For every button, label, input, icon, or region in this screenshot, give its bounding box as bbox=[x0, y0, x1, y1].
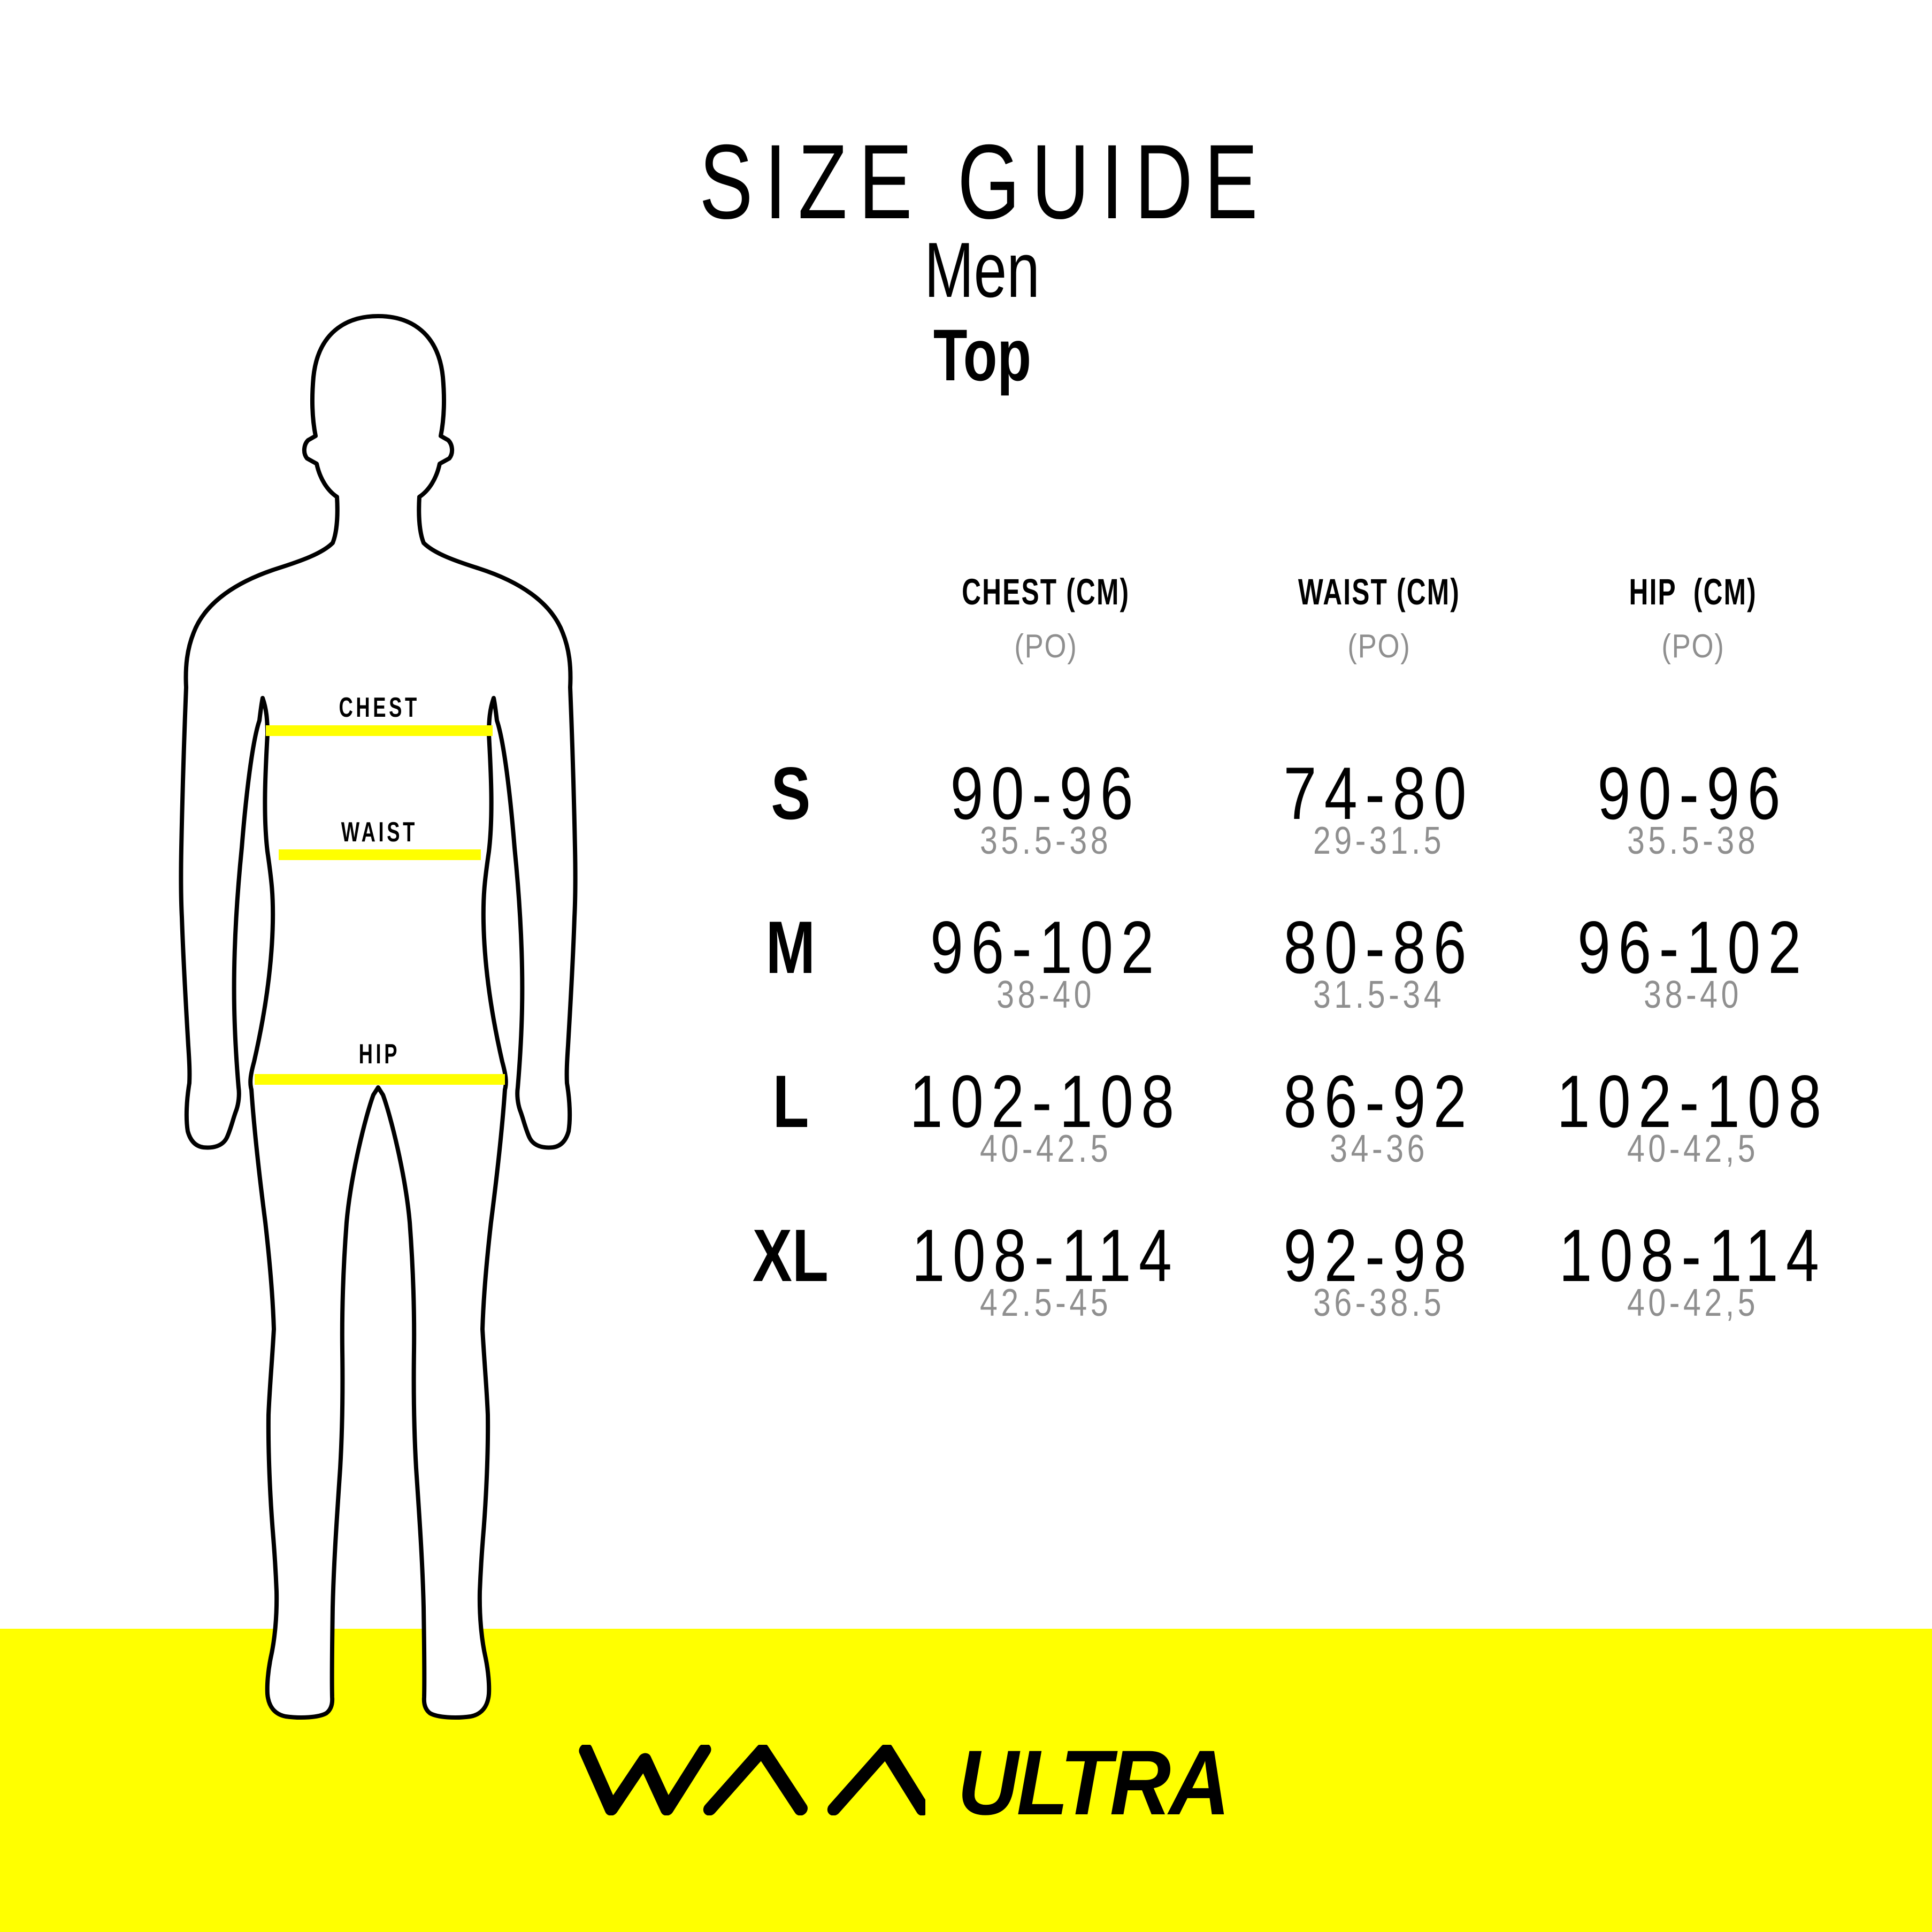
column-header-chest: CHEST (CM) bbox=[961, 571, 1130, 612]
size-label-s: S bbox=[770, 752, 811, 835]
value-s-hip-cm: 90-96 bbox=[1597, 752, 1789, 835]
size-label-xl: XL bbox=[752, 1214, 829, 1297]
value-m-waist-in: 31.5-34 bbox=[1313, 973, 1445, 1016]
ultra-logo-text: ULTRA bbox=[957, 1731, 1230, 1834]
value-xl-waist-cm: 92-98 bbox=[1283, 1214, 1475, 1297]
body-outline-path bbox=[179, 314, 578, 1720]
value-l-waist-cm: 86-92 bbox=[1283, 1060, 1475, 1143]
value-s-waist-in: 29-31.5 bbox=[1313, 819, 1445, 862]
value-l-hip-cm: 102-108 bbox=[1557, 1060, 1829, 1143]
size-label-l: L bbox=[772, 1060, 809, 1143]
column-unit-chest: (PO) bbox=[1014, 628, 1078, 665]
figure-waist-measure-bar bbox=[279, 849, 481, 860]
value-xl-hip-in: 40-42,5 bbox=[1627, 1282, 1759, 1324]
value-xl-waist-in: 36-38.5 bbox=[1313, 1282, 1445, 1324]
value-m-waist-cm: 80-86 bbox=[1283, 906, 1475, 989]
value-l-hip-in: 40-42,5 bbox=[1627, 1128, 1759, 1170]
column-header-hip: HIP (CM) bbox=[1629, 571, 1757, 612]
figure-chest-label: CHEST bbox=[339, 692, 420, 723]
waa-w-glyph bbox=[579, 1745, 711, 1815]
figure-waist-label: WAIST bbox=[341, 817, 418, 848]
figure-chest-measure-bar bbox=[266, 725, 493, 736]
value-s-chest-cm: 90-96 bbox=[950, 752, 1141, 835]
value-l-waist-in: 34-36 bbox=[1330, 1128, 1428, 1170]
waa-a2-glyph bbox=[827, 1745, 925, 1815]
value-s-hip-in: 35.5-38 bbox=[1627, 819, 1759, 862]
figure-hip-label: HIP bbox=[358, 1039, 400, 1070]
value-xl-hip-cm: 108-114 bbox=[1559, 1214, 1827, 1297]
male-body-outline-figure bbox=[179, 314, 578, 1720]
page-title: SIZE GUIDE bbox=[699, 122, 1269, 241]
size-label-m: M bbox=[765, 906, 816, 989]
value-m-hip-in: 38-40 bbox=[1644, 973, 1742, 1016]
value-s-chest-in: 35.5-38 bbox=[979, 819, 1112, 862]
column-unit-waist: (PO) bbox=[1347, 628, 1411, 665]
waa-a1-glyph bbox=[703, 1745, 808, 1815]
column-unit-hip: (PO) bbox=[1661, 628, 1725, 665]
value-m-hip-cm: 96-102 bbox=[1577, 906, 1809, 989]
value-l-chest-cm: 102-108 bbox=[909, 1060, 1182, 1143]
value-m-chest-cm: 96-102 bbox=[930, 906, 1162, 989]
value-xl-chest-in: 42.5-45 bbox=[979, 1282, 1112, 1324]
page-subtitle: Men bbox=[924, 226, 1040, 313]
value-xl-chest-cm: 108-114 bbox=[911, 1214, 1180, 1297]
figure-hip-measure-bar bbox=[255, 1074, 505, 1085]
column-header-waist: WAIST (CM) bbox=[1298, 571, 1460, 612]
waa-logo-mark bbox=[579, 1745, 925, 1815]
value-s-waist-cm: 74-80 bbox=[1283, 752, 1475, 835]
value-l-chest-in: 40-42.5 bbox=[979, 1128, 1112, 1170]
page-category: Top bbox=[933, 315, 1031, 396]
value-m-chest-in: 38-40 bbox=[996, 973, 1095, 1016]
